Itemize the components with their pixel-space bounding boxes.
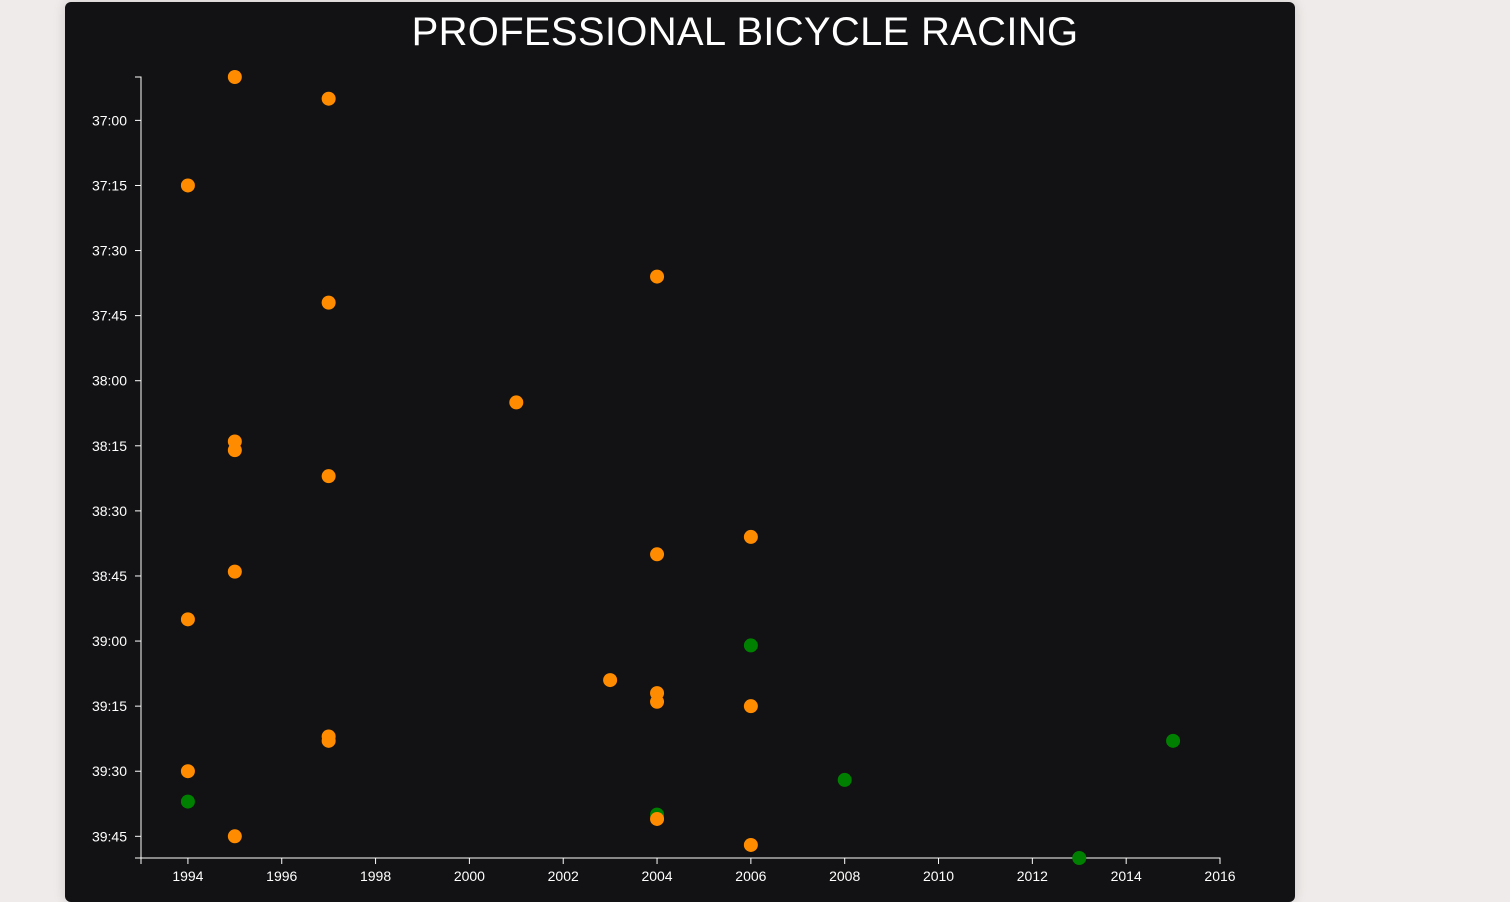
x-tick-label: 2016 (1204, 868, 1235, 884)
x-tick-label: 2012 (1017, 868, 1048, 884)
data-point (837, 772, 852, 787)
chart-title: PROFESSIONAL BICYCLE RACING (411, 10, 1079, 54)
y-tick-label: 39:30 (92, 763, 127, 779)
data-point (509, 395, 524, 410)
y-tick-label: 38:30 (92, 503, 127, 519)
data-point (743, 638, 758, 653)
y-tick-label: 39:45 (92, 828, 127, 844)
x-tick-label: 1998 (360, 868, 391, 884)
x-axis: 1994 1996 1998 2000 2002 2004 2006 2008 2010 2012… (140, 857, 1236, 884)
y-tick-label: 37:15 (92, 177, 127, 193)
x-tick-label: 2002 (548, 868, 579, 884)
chart-card: PROFESSIONAL BICYCLE RACING 37:00 37:15 37… (65, 2, 1295, 902)
x-tick-label: 2004 (641, 868, 672, 884)
x-tick-label: 1994 (172, 868, 203, 884)
data-point (650, 811, 665, 826)
y-axis-line (135, 76, 142, 859)
y-tick-label: 37:30 (92, 243, 127, 259)
data-point (1072, 851, 1087, 865)
y-tick-label: 39:00 (92, 633, 127, 649)
data-point (321, 295, 336, 310)
data-point (321, 469, 336, 484)
data-point (743, 699, 758, 714)
scatter-plot: 37:00 37:15 37:30 37:45 38:00 38:15 38:30 38:45… (92, 70, 1236, 884)
data-point (227, 564, 242, 579)
y-tick-label: 38:45 (92, 568, 127, 584)
data-point (180, 794, 195, 809)
x-tick-label: 2006 (735, 868, 766, 884)
data-point (650, 547, 665, 562)
y-tick-label: 39:15 (92, 698, 127, 714)
data-point (180, 612, 195, 627)
x-tick-label: 2008 (829, 868, 860, 884)
data-point (321, 733, 336, 748)
y-tick-label: 37:45 (92, 308, 127, 324)
data-point (743, 837, 758, 852)
data-point (227, 829, 242, 844)
data-point (603, 673, 618, 688)
data-point (743, 529, 758, 544)
data-points (180, 70, 1181, 865)
data-point (180, 178, 195, 193)
data-point (227, 443, 242, 458)
y-tick-label: 38:00 (92, 373, 127, 389)
data-point (650, 269, 665, 284)
x-axis-line (140, 857, 1221, 864)
data-point (1166, 733, 1181, 748)
x-tick-label: 2010 (923, 868, 954, 884)
data-point (180, 764, 195, 779)
x-tick-label: 2014 (1111, 868, 1142, 884)
y-tick-label: 38:15 (92, 438, 127, 454)
data-point (650, 694, 665, 709)
x-tick-label: 1996 (266, 868, 297, 884)
data-point (227, 70, 242, 84)
y-axis: 37:00 37:15 37:30 37:45 38:00 38:15 38:30 38:45… (92, 76, 142, 859)
x-tick-label: 2000 (454, 868, 485, 884)
y-tick-label: 37:00 (92, 112, 127, 128)
data-point (321, 91, 336, 106)
